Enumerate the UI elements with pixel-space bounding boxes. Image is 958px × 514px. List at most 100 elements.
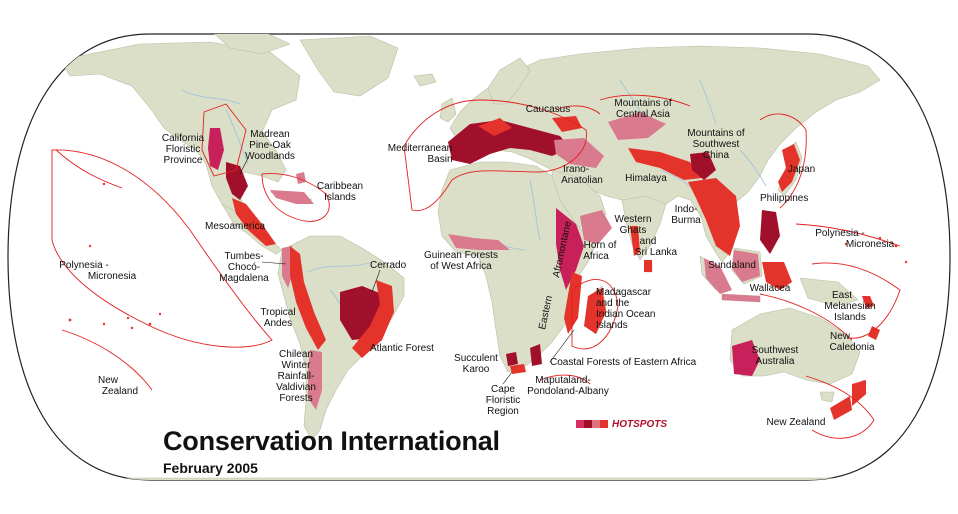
label-polynesia-e-1: Polynesia - — [815, 228, 864, 239]
label-atlantic: Atlantic Forest — [370, 343, 434, 354]
label-philippines: Philippines — [760, 193, 808, 204]
label-ghats-1: Western — [614, 214, 651, 225]
hotspot-new-caledonia — [868, 326, 880, 340]
hotspot-atlantic — [352, 280, 394, 358]
label-mesoamerica: Mesoamerica — [205, 221, 265, 232]
label-karoo-1: Succulent — [454, 353, 498, 364]
page-title: Conservation International — [163, 426, 500, 456]
hotspot-ghats — [630, 226, 640, 256]
hotspot-areas — [68, 112, 908, 420]
label-cape-3: Region — [487, 406, 519, 417]
label-nz-w-1: New — [98, 375, 119, 386]
label-nz-e: New Zealand — [767, 417, 826, 428]
label-cape-2: Floristic — [486, 395, 520, 406]
hotspot-himalaya — [628, 148, 702, 180]
label-guinean-2: of West Africa — [430, 261, 492, 272]
label-polynesia-w-1: Polynesia - — [59, 260, 108, 271]
label-andes-2: Andes — [264, 318, 292, 329]
label-mediterranean-1: Mediterranean — [388, 143, 452, 154]
label-coastal-forests: Coastal Forests of Eastern Africa — [550, 357, 697, 368]
label-sw-australia-1: Southwest — [752, 345, 799, 356]
hotspot-cape — [510, 364, 526, 374]
label-irano-2: Anatolian — [561, 175, 603, 186]
label-cerrado: Cerrado — [370, 260, 407, 271]
hotspot-guinean — [448, 234, 510, 250]
legend-swatch-1 — [576, 420, 584, 428]
label-chilean-5: Forests — [279, 393, 312, 404]
label-tumbes-2: Chocó- — [228, 262, 260, 273]
label-wallacea: Wallacea — [750, 283, 791, 294]
hotspot-philippines — [760, 210, 780, 254]
legend-label: HOTSPOTS — [612, 418, 668, 430]
label-california-1: California — [162, 133, 205, 144]
label-ghats-3: and — [640, 236, 657, 247]
legend-swatch-4 — [600, 420, 608, 428]
label-tumbes-1: Tumbes- — [224, 251, 263, 262]
label-caribbean-1: Caribbean — [317, 181, 363, 192]
label-e-melanesia-3: Islands — [834, 312, 866, 323]
label-madagascar-2: and the — [596, 298, 630, 309]
label-california-2: Floristic — [166, 144, 200, 155]
label-madagascar-4: Islands — [596, 320, 628, 331]
label-tumbes-3: Magdalena — [219, 273, 269, 284]
label-caribbean-2: Islands — [324, 192, 356, 203]
hotspot-horn — [580, 210, 612, 244]
label-madrean-1: Madrean — [250, 129, 289, 140]
label-sw-china-2: Southwest — [693, 139, 740, 150]
label-sundaland: Sundaland — [708, 260, 756, 271]
label-irano-1: Irano- — [563, 164, 589, 175]
label-sw-china-1: Mountains of — [687, 128, 744, 139]
hotspot-caucasus — [552, 116, 582, 132]
label-sw-australia-2: Australia — [756, 356, 795, 367]
label-andes-1: Tropical — [260, 307, 295, 318]
hotspot-outlines — [51, 94, 901, 439]
hotspot-sw-australia — [732, 340, 760, 376]
label-nz-w-2: Zealand — [102, 386, 138, 397]
label-california-3: Province — [164, 155, 203, 166]
label-e-melanesia-1: East — [832, 290, 852, 301]
hotspot-legend: HOTSPOTS — [576, 418, 667, 430]
page-subtitle: February 2005 — [163, 460, 258, 476]
hotspot-irano — [554, 138, 604, 168]
label-karoo-2: Karoo — [463, 364, 490, 375]
hotspot-mesoamerica — [232, 198, 276, 246]
hotspot-madagascar — [584, 288, 606, 334]
label-indo-burma-2: Burma — [671, 215, 701, 226]
hotspot-mediterranean — [448, 120, 570, 164]
label-polynesia-w-2: Micronesia — [88, 271, 137, 282]
label-chilean-2: Winter — [282, 360, 312, 371]
label-madagascar-3: Indian Ocean — [596, 309, 656, 320]
hotspot-afromontane — [556, 208, 584, 290]
label-new-caledonia-2: Caledonia — [829, 342, 874, 353]
hotspot-indo-burma — [688, 178, 740, 256]
hotspot-e-melanesia — [862, 296, 874, 308]
hotspot-coastal-ea — [564, 272, 582, 334]
hotspot-wallacea — [762, 262, 792, 290]
label-maputaland-2: Pondoland-Albany — [527, 386, 609, 397]
hotspot-new-zealand — [852, 380, 866, 406]
label-madagascar-1: Madagascar — [596, 287, 652, 298]
label-group: California Floristic Province Madrean Pi… — [59, 98, 894, 428]
label-polynesia-e-2: Micronesia — [846, 239, 895, 250]
label-chilean-4: Valdivian — [276, 382, 316, 393]
label-japan: Japan — [788, 164, 815, 175]
label-maputaland-1: Maputaland- — [535, 375, 591, 386]
label-madrean-2: Pine-Oak — [249, 140, 292, 151]
label-guinean-1: Guinean Forests — [424, 250, 498, 261]
legend-swatch-2 — [584, 420, 592, 428]
label-central-asia-1: Mountains of — [614, 98, 671, 109]
label-new-caledonia-1: New — [830, 331, 851, 342]
hotspot-central-asia — [608, 112, 666, 140]
legend-swatch-3 — [592, 420, 600, 428]
label-ghats-4: Sri Lanka — [635, 247, 678, 258]
label-mediterranean-2: Basin — [427, 154, 452, 165]
hotspot-maputaland — [530, 344, 542, 366]
label-cape-1: Cape — [491, 384, 515, 395]
hotspot-chilean — [308, 350, 322, 410]
label-indo-burma-1: Indo- — [675, 204, 698, 215]
label-horn-2: Africa — [583, 251, 609, 262]
hotspot-california — [208, 128, 224, 170]
label-madrean-3: Woodlands — [245, 151, 295, 162]
label-e-melanesia-2: Melanesian — [824, 301, 875, 312]
